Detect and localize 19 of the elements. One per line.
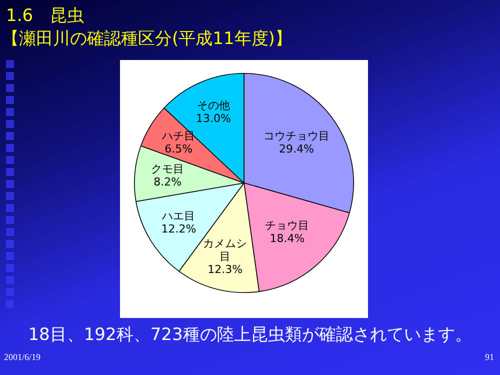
data-label: 6.5% <box>164 142 193 156</box>
slice-label: コウチョウ目 <box>263 130 330 143</box>
data-label: 12.2% <box>161 222 196 236</box>
data-label: 12.3% <box>208 263 243 276</box>
data-label: 13.0% <box>196 112 232 125</box>
slice-label: ハチ目 <box>161 129 196 142</box>
slice-label: クモ目 <box>151 162 184 176</box>
slice-label: ハエ目 <box>161 210 196 223</box>
slice-label: その他 <box>197 98 230 112</box>
text: 2001/6/19 <box>4 352 41 362</box>
text: 18目、192科、723種の陸上昆虫類が確認されています。 <box>27 324 473 346</box>
chart-title: 1.6 昆虫 <box>6 6 84 26</box>
slice-label: カメムシ目 <box>203 237 248 264</box>
chart-subtitle: 【瀬田川の確認種区分(平成11年度)】 <box>2 29 292 49</box>
data-label: 18.4% <box>270 232 305 245</box>
data-label: 8.2% <box>154 176 182 189</box>
text: 91 <box>485 352 494 362</box>
slice-label: チョウ目 <box>265 218 310 232</box>
data-label: 29.4% <box>278 142 314 156</box>
